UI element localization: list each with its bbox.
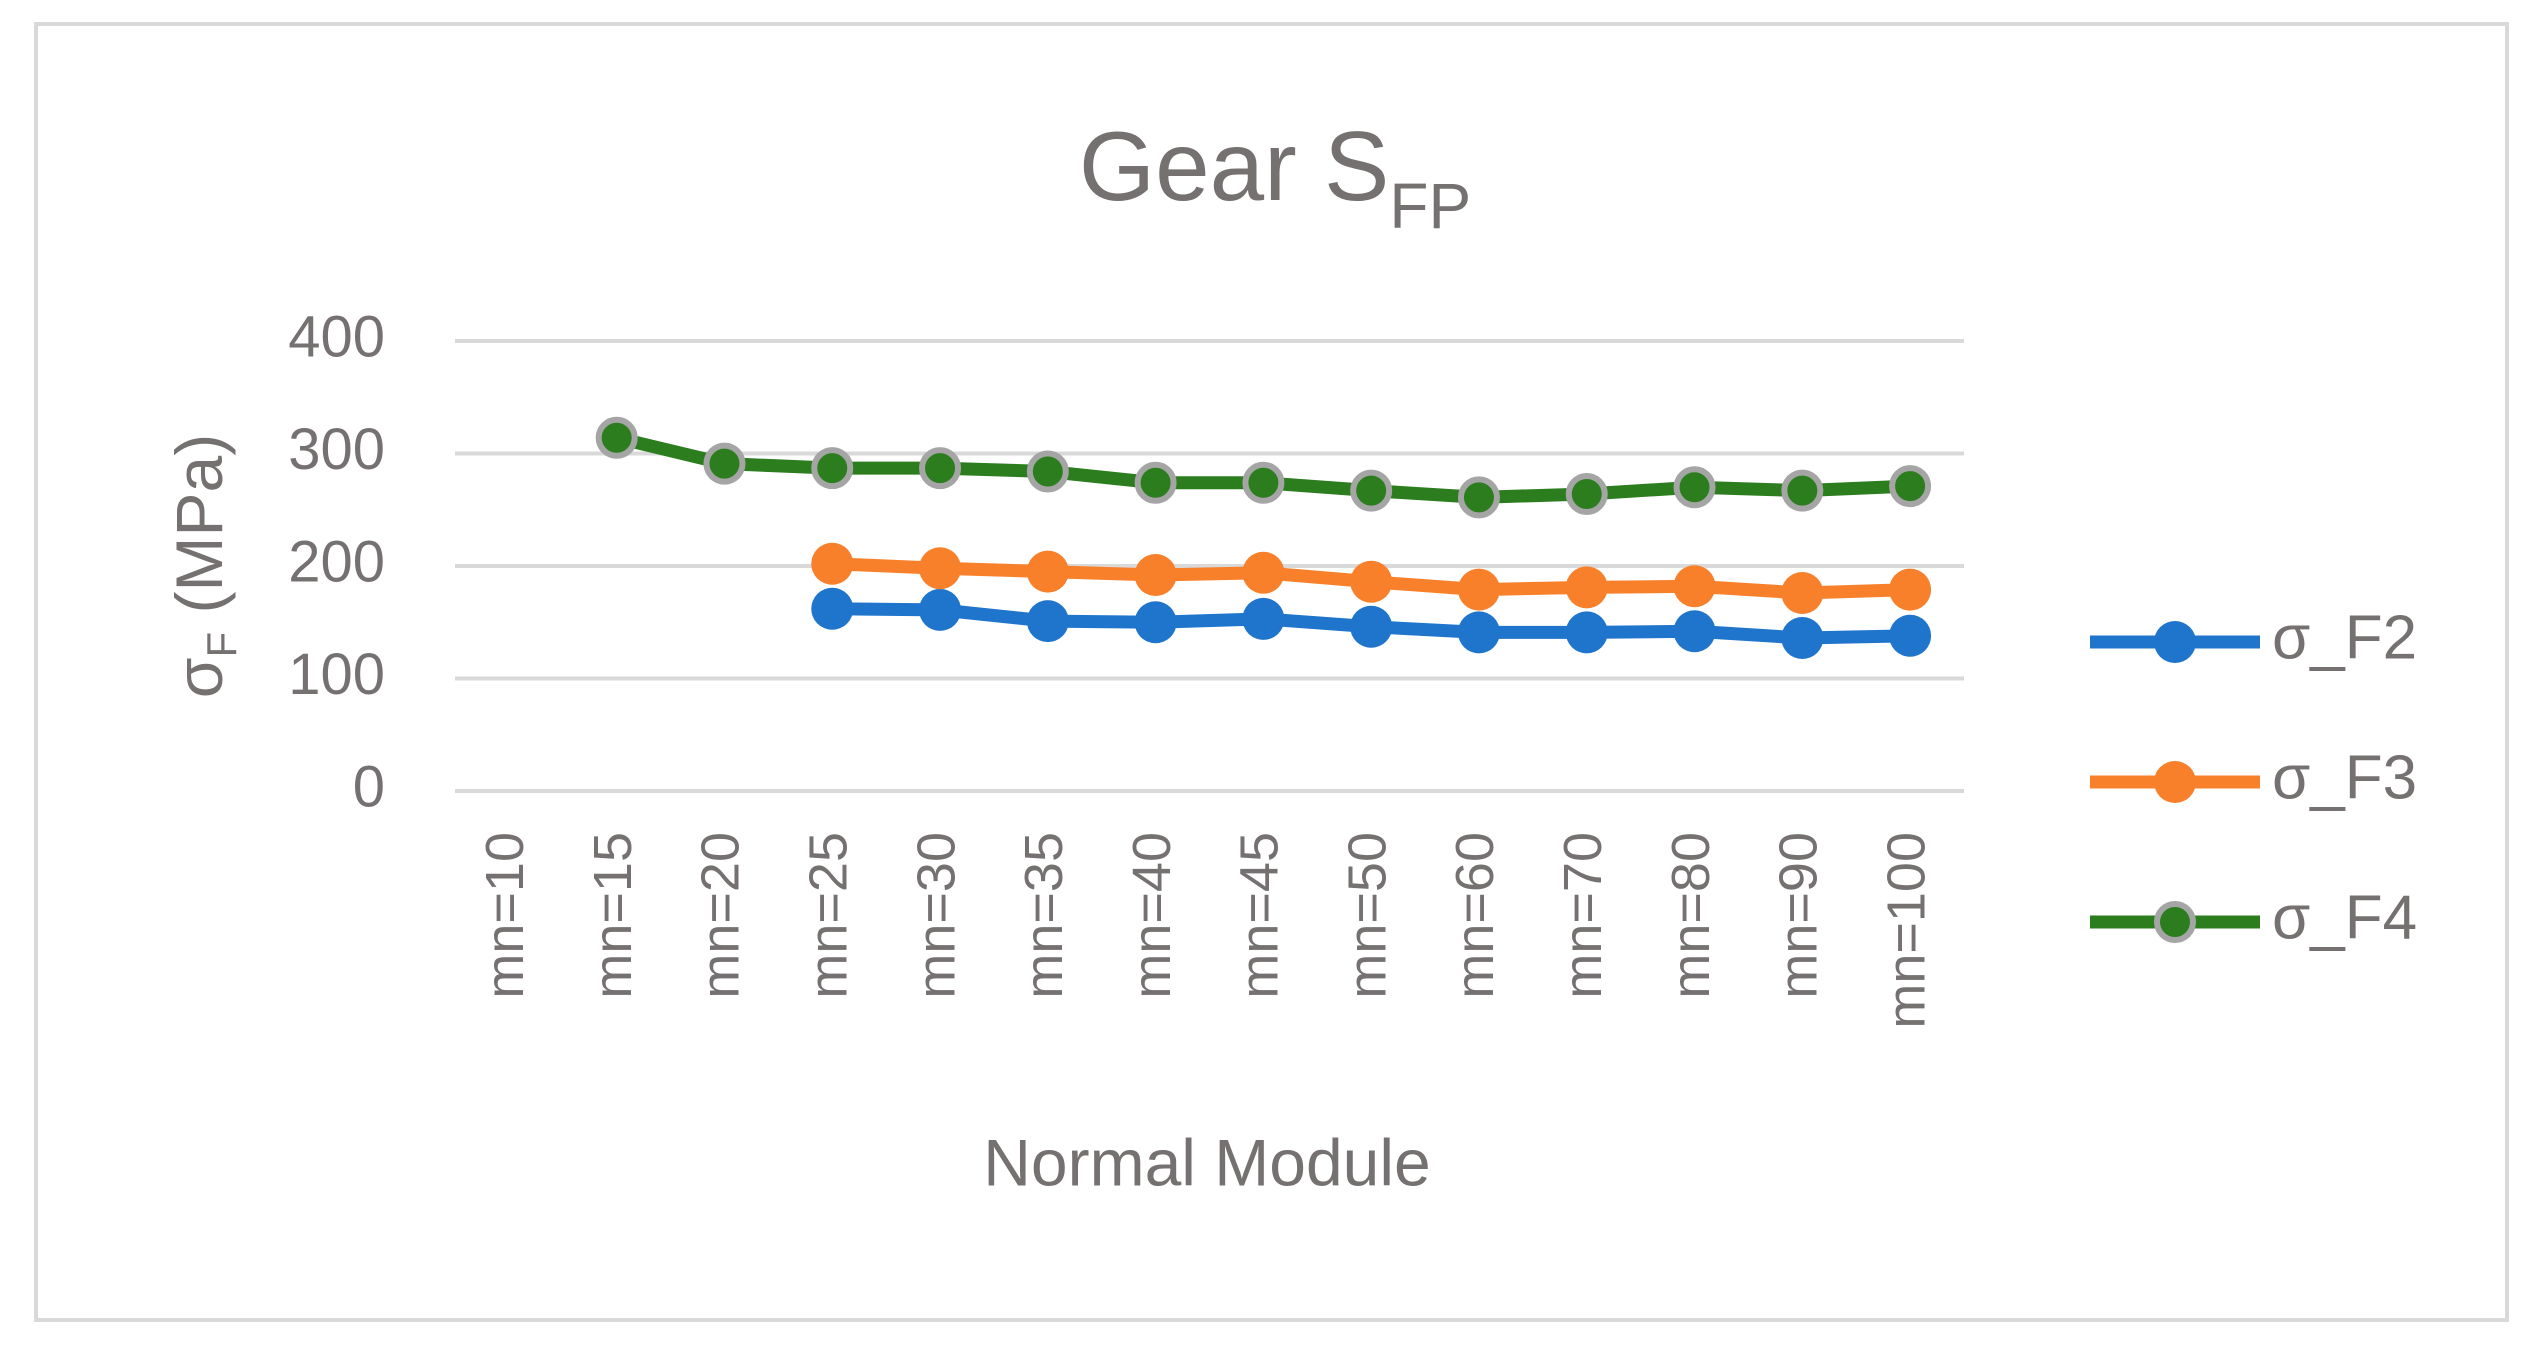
data-point	[1026, 450, 1069, 493]
data-point	[1889, 465, 1932, 508]
x-tick-label: mn=20	[691, 832, 751, 999]
data-point	[1350, 605, 1393, 648]
x-tick-label: mn=45	[1230, 832, 1290, 999]
data-point	[1242, 461, 1285, 504]
data-point	[811, 542, 854, 585]
x-tick-label: mn=60	[1445, 832, 1505, 999]
title-subscript: FP	[1389, 170, 1471, 242]
legend-label: σ_F4	[2272, 883, 2417, 952]
data-point	[1134, 554, 1177, 596]
data-point	[919, 447, 962, 490]
data-point	[595, 416, 638, 459]
title-main: Gear S	[1079, 111, 1389, 221]
data-point	[1673, 610, 1716, 653]
y-tick-label: 300	[288, 417, 385, 482]
data-point	[1457, 476, 1500, 519]
data-point	[1457, 611, 1500, 654]
data-point	[1026, 600, 1069, 643]
x-tick-label: mn=10	[475, 832, 535, 999]
data-point	[703, 442, 746, 485]
legend-marker	[2154, 761, 2196, 803]
x-tick-label: mn=90	[1769, 832, 1829, 999]
data-point	[919, 547, 962, 590]
data-point	[1134, 461, 1177, 504]
data-point	[1673, 466, 1716, 509]
data-point	[1673, 565, 1716, 608]
data-point	[811, 587, 854, 630]
chart-border	[34, 22, 2509, 1322]
data-point	[1026, 550, 1069, 593]
x-tick-label: mn=25	[799, 832, 859, 999]
y-title-main: σ	[162, 657, 236, 698]
data-point	[1350, 560, 1393, 603]
y-title-rest: (MPa)	[162, 434, 236, 632]
legend-marker	[2154, 621, 2196, 663]
x-tick-label: mn=80	[1661, 832, 1721, 999]
x-tick-label: mn=70	[1553, 832, 1613, 999]
data-point	[1781, 617, 1824, 659]
x-tick-label: mn=50	[1337, 832, 1397, 999]
legend-marker	[2154, 901, 2196, 943]
data-point	[1889, 568, 1932, 611]
x-tick-label: mn=15	[583, 832, 643, 999]
y-tick-label: 200	[288, 529, 385, 594]
data-point	[1134, 601, 1177, 644]
data-point	[1889, 614, 1932, 657]
data-point	[1565, 566, 1608, 609]
legend-label: σ_F3	[2272, 743, 2417, 812]
chart-title: Gear SFP	[1079, 111, 1471, 242]
x-tick-label: mn=100	[1876, 832, 1936, 1029]
data-point	[1781, 469, 1824, 512]
data-point	[1781, 572, 1824, 614]
data-point	[1242, 551, 1285, 594]
y-tick-label: 100	[288, 642, 385, 707]
x-tick-label: mn=35	[1014, 832, 1074, 999]
data-point	[1565, 611, 1608, 654]
y-tick-label: 400	[288, 304, 385, 369]
data-point	[811, 447, 854, 490]
y-title-subscript: F	[198, 632, 245, 658]
y-axis-title: σF (MPa)	[162, 434, 245, 698]
data-point	[1565, 473, 1608, 515]
y-tick-label: 0	[353, 754, 385, 819]
x-tick-label: mn=40	[1122, 832, 1182, 999]
legend-label: σ_F2	[2272, 603, 2417, 672]
x-axis-title: Normal Module	[983, 1125, 1431, 1199]
data-point	[1242, 597, 1285, 640]
data-point	[1457, 568, 1500, 611]
data-point	[1350, 469, 1393, 512]
x-tick-label: mn=30	[906, 832, 966, 999]
data-point	[919, 588, 962, 631]
